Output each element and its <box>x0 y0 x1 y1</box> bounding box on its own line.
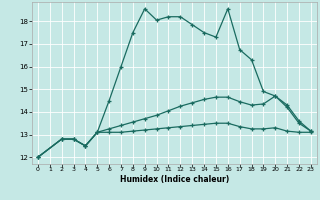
X-axis label: Humidex (Indice chaleur): Humidex (Indice chaleur) <box>120 175 229 184</box>
